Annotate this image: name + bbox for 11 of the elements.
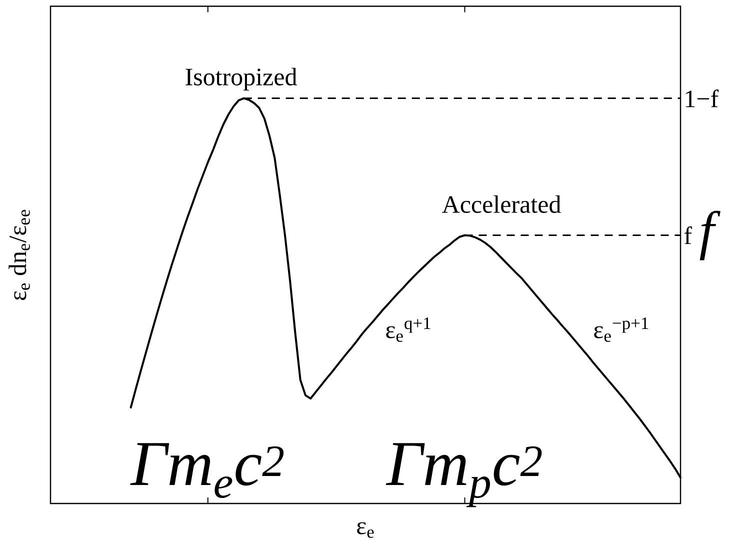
text: Isotropized [186,68,297,91]
annotation: Accelerated [442,195,561,213]
x-tick-label: Γm$_{p}$c$^{2}$ [386,443,542,508]
annotation: ε$_{e}$q+1 [386,317,430,342]
x-tick-label: Γm$_{e}$c$^{2}$ [130,443,284,498]
ref-line-label: 1−f [686,89,719,108]
text: f [700,210,720,260]
x-axis-title: ε$_{e}$ [357,522,374,538]
annotation: ε$_{e}$−p+1 [594,317,648,342]
y-axis-title: ε$_{e}$ dn$_{e}$/ε$_{ee}$ [8,210,30,300]
ref-line-label: f [684,226,692,244]
